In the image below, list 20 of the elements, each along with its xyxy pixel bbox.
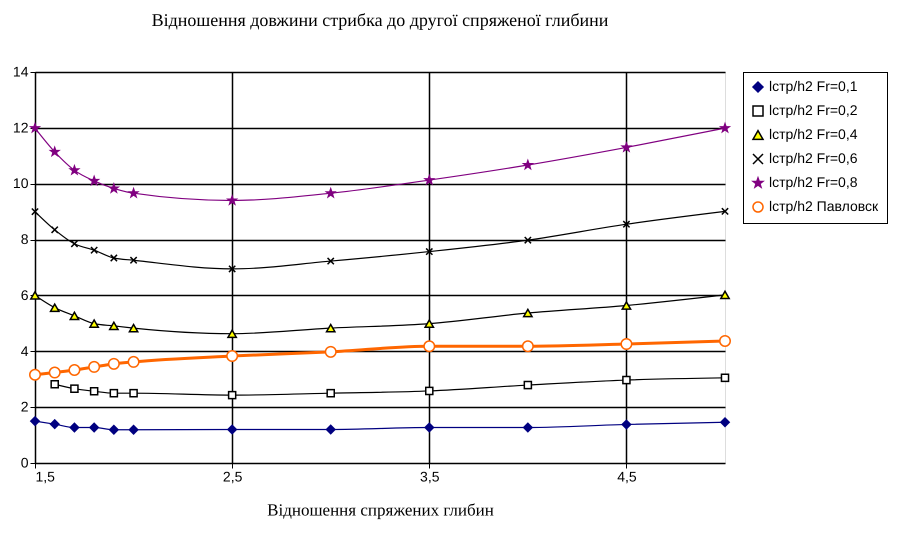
x-axis-title: Відношення спряжених глибин: [267, 500, 494, 520]
y-tick-label: 0: [20, 454, 29, 470]
legend-label: lстр/h2 Fr=0,8: [769, 174, 858, 190]
x-tick-label: 4,5: [617, 468, 637, 484]
y-tick-label: 14: [12, 64, 29, 80]
x-tick-label: 1,5: [36, 468, 56, 484]
legend-label: lстр/h2 Павловск: [769, 198, 880, 214]
y-tick-label: 6: [20, 286, 29, 303]
y-tick-label: 10: [12, 175, 29, 192]
y-tick-label: 2: [20, 398, 29, 415]
y-tick-label: 8: [20, 231, 29, 248]
y-tick-label: 12: [12, 119, 29, 136]
legend-label: lстр/h2 Fr=0,4: [769, 126, 858, 142]
x-tick-label: 3,5: [420, 468, 440, 484]
y-tick-label: 4: [20, 342, 29, 359]
chart-title: Відношення довжини стрибка до другої спряженої глибини: [152, 10, 609, 30]
x-tick-label: 2,5: [222, 468, 243, 484]
legend-label: lстр/h2 Fr=0,1: [769, 78, 858, 94]
legend-label: lстр/h2 Fr=0,2: [769, 102, 858, 118]
legend-label: lстр/h2 Fr=0,6: [769, 150, 858, 166]
